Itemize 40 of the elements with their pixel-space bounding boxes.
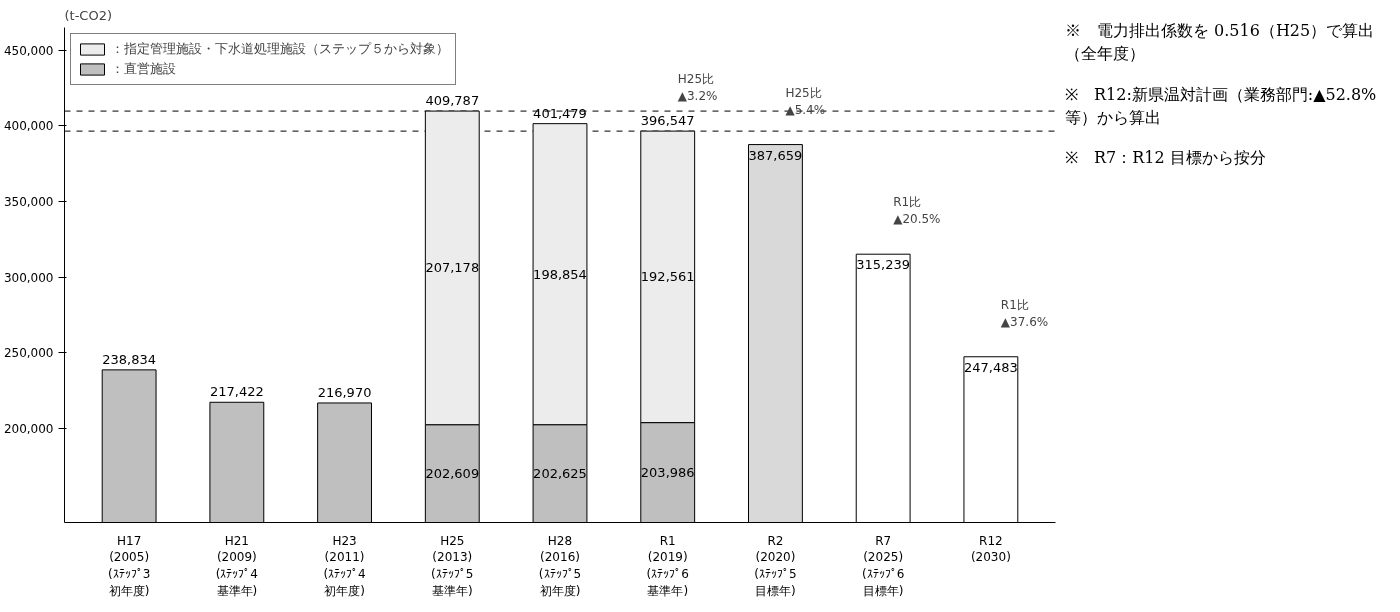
y-tick-label: 400,000 [3, 119, 54, 134]
annotation: R1比 ▲20.5% [893, 195, 941, 227]
data-label: 202,609 [425, 466, 480, 482]
y-tick-label: 450,000 [3, 43, 54, 58]
annotation: H25比 ▲5.4% [785, 85, 826, 117]
total-label: 409,787 [425, 93, 480, 109]
data-label: 315,239 [856, 257, 911, 273]
text: ※ R12:新県温対計画（業務部門:▲52.8%等）から算出 [1065, 83, 1378, 129]
text: ※ R7：R12 目標から按分 [1065, 147, 1267, 170]
y-axis-title: (t-CO2) [64, 7, 113, 23]
total-label: 401,479 [533, 105, 587, 121]
x-tick-label: H28 (2016) (ｽﾃｯﾌﾟ5 初年度) [538, 533, 582, 598]
x-tick-label: R7 (2025) (ｽﾃｯﾌﾟ6 目標年) [861, 533, 905, 598]
legend-label: ：指定管理施設・下水道処理施設（ステップ５から対象） [111, 40, 449, 58]
data-label: 202,625 [533, 466, 587, 482]
data-label: 387,659 [748, 147, 803, 163]
y-tick-label: 200,000 [3, 422, 54, 437]
data-label: 217,422 [209, 384, 264, 400]
data-label: 247,483 [963, 359, 1018, 375]
annotation: R1比 ▲37.6% [1000, 297, 1049, 329]
y-tick-label: 350,000 [3, 195, 54, 210]
annotation: H25比 ▲3.2% [677, 72, 718, 104]
x-tick-label: H21 (2009) (ｽﾃｯﾌﾟ4 基準年) [215, 533, 259, 598]
x-tick-label: H25 (2013) (ｽﾃｯﾌﾟ5 基準年) [431, 533, 474, 598]
x-tick-label: H23 (2011) (ｽﾃｯﾌﾟ4 初年度) [323, 533, 366, 598]
x-tick-label: H17 (2005) (ｽﾃｯﾌﾟ3 初年度) [107, 533, 151, 598]
total-label: 396,547 [640, 113, 695, 129]
data-label: 203,986 [640, 465, 695, 481]
y-tick-label: 250,000 [3, 346, 54, 361]
text: ※ 電力排出係数を 0.516（H25）で算出（全年度） [1065, 20, 1376, 65]
data-label: 207,178 [425, 260, 480, 276]
legend-label: ：直営施設 [111, 60, 176, 78]
data-label: 216,970 [317, 385, 372, 401]
data-label: 238,834 [102, 351, 157, 367]
y-tick-label: 300,000 [3, 270, 54, 285]
x-tick-label: R2 (2020) (ｽﾃｯﾌﾟ5 目標年) [754, 533, 797, 598]
data-label: 192,561 [640, 269, 695, 285]
x-tick-label: R1 (2019) (ｽﾃｯﾌﾟ6 基準年) [646, 533, 689, 598]
x-tick-label: R12 (2030) [970, 533, 1011, 565]
data-label: 198,854 [533, 266, 587, 282]
